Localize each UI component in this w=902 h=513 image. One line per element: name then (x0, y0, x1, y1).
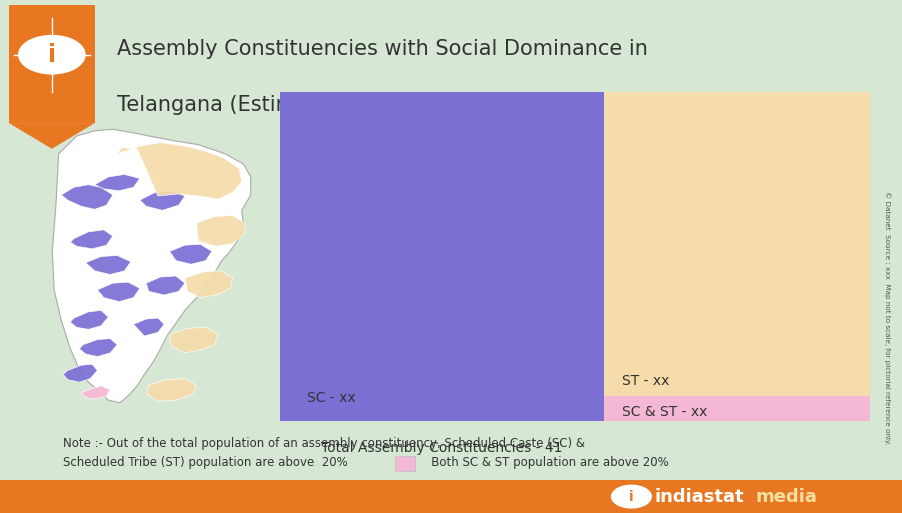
Polygon shape (79, 339, 117, 357)
Circle shape (612, 485, 651, 508)
Text: Telangana (Estimates are based on 2011 census): Telangana (Estimates are based on 2011 c… (117, 95, 630, 115)
Polygon shape (170, 327, 218, 353)
Polygon shape (170, 244, 212, 264)
Text: SC & ST - xx: SC & ST - xx (622, 405, 708, 419)
Polygon shape (9, 123, 95, 149)
FancyBboxPatch shape (395, 456, 415, 471)
Polygon shape (70, 310, 108, 329)
Polygon shape (61, 185, 113, 209)
Text: © Datanet  Source : xxx  Map not to scale, for pictorial reference only.: © Datanet Source : xxx Map not to scale,… (884, 191, 891, 445)
Polygon shape (146, 276, 185, 295)
Text: Total Assembly Constituencies - 41: Total Assembly Constituencies - 41 (321, 441, 563, 455)
Polygon shape (97, 282, 140, 302)
Polygon shape (63, 364, 97, 382)
Text: indiastatmedia.com: indiastatmedia.com (299, 250, 658, 284)
FancyBboxPatch shape (280, 92, 604, 421)
Polygon shape (81, 386, 110, 399)
Text: i: i (629, 489, 634, 504)
Polygon shape (140, 191, 185, 210)
Text: i: i (48, 43, 56, 67)
Polygon shape (70, 230, 113, 249)
FancyBboxPatch shape (604, 92, 870, 396)
Text: Scheduled Tribe (ST) population are above  20%: Scheduled Tribe (ST) population are abov… (63, 456, 348, 469)
Polygon shape (117, 143, 242, 199)
Circle shape (20, 36, 84, 73)
Polygon shape (146, 379, 197, 401)
Polygon shape (95, 174, 140, 191)
Polygon shape (52, 129, 251, 403)
FancyBboxPatch shape (604, 396, 870, 421)
Text: ST - xx: ST - xx (622, 374, 670, 388)
Text: Assembly Constituencies with Social Dominance in: Assembly Constituencies with Social Domi… (117, 39, 649, 58)
Text: SC - xx: SC - xx (307, 391, 355, 405)
Polygon shape (185, 271, 233, 298)
Polygon shape (197, 215, 245, 246)
Text: media: media (756, 487, 818, 506)
FancyBboxPatch shape (0, 480, 902, 513)
Polygon shape (133, 318, 164, 336)
Text: Both SC & ST population are above 20%: Both SC & ST population are above 20% (420, 456, 669, 469)
Text: indiastat: indiastat (655, 487, 744, 506)
Polygon shape (86, 255, 131, 274)
Text: Note :- Out of the total population of an assembly constituency, Scheduled Caste: Note :- Out of the total population of a… (63, 437, 585, 450)
FancyBboxPatch shape (9, 5, 95, 123)
